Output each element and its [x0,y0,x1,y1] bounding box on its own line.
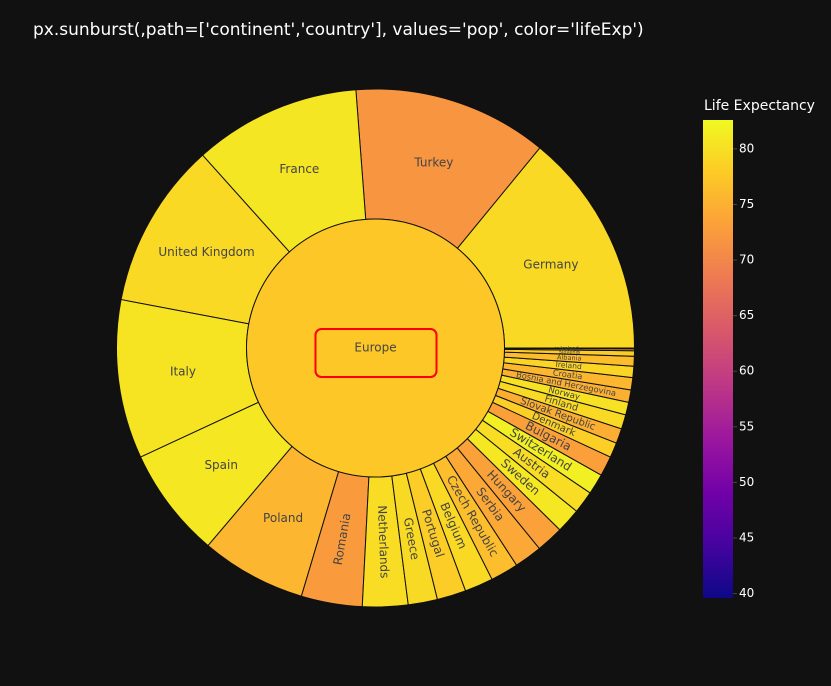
label-netherlands: Netherlands [375,505,392,579]
colorbar-tick-label: 45 [739,530,754,544]
label-france: France [279,162,319,176]
label-germany: Germany [523,258,578,272]
label-united-kingdom: United Kingdom [158,245,254,259]
colorbar-tick-label: 50 [739,475,754,489]
colorbar-tick-label: 65 [739,308,754,322]
colorbar-tick-label: 80 [739,141,754,155]
label-albania: Albania [557,353,582,362]
colorbar-tick-label: 75 [739,197,754,211]
root-sector[interactable] [246,218,505,478]
colorbar-title: Life Expectancy [704,98,815,114]
colorbar-gradient [703,120,733,598]
highlight-box [314,328,438,378]
chart-title: px.sunburst(,path=['continent','country'… [33,20,644,40]
colorbar-tick-label: 60 [739,364,754,378]
label-montenegro: Montenegro [554,347,584,353]
label-spain: Spain [204,458,238,472]
colorbar-tick-label: 70 [739,253,754,267]
label-ireland: Ireland [555,360,582,371]
label-turkey: Turkey [413,155,453,169]
colorbar-tick-label: 55 [739,419,754,433]
root-label: Europe [354,341,396,355]
label-slovenia: Slovenia [559,349,580,355]
colorbar-tick-label: 40 [739,586,754,600]
label-poland: Poland [263,511,303,525]
label-italy: Italy [170,364,196,378]
label-iceland: Iceland [560,346,578,352]
